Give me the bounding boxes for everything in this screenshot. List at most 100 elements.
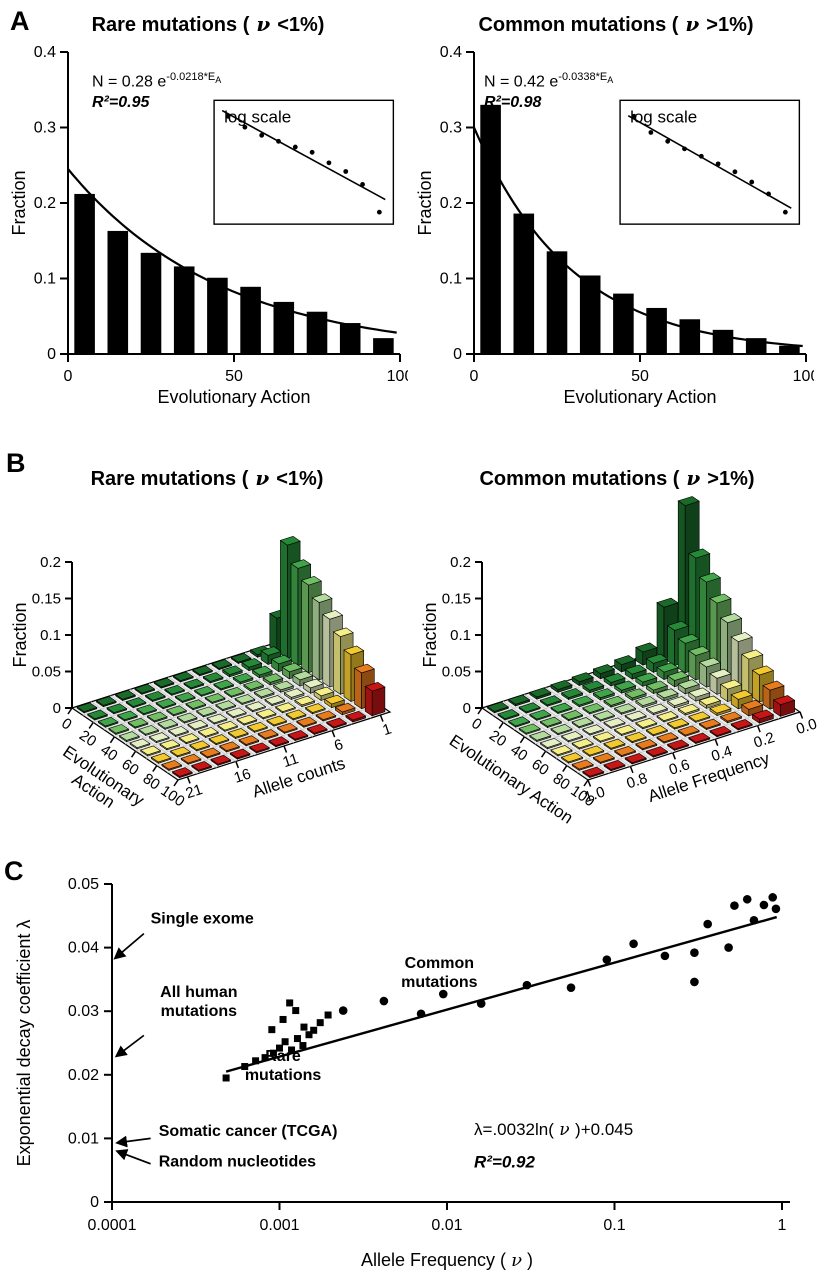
svg-text:0.03: 0.03 <box>68 1003 99 1020</box>
panel-b-rare-title: Rare mutations ( ν <1%) <box>2 466 412 496</box>
title-text: >1%) <box>706 14 754 36</box>
panel-a-rare-title: Rare mutations ( ν <1%) <box>8 12 408 42</box>
svg-text:0: 0 <box>47 346 56 363</box>
equation-base: N = 0.28 e <box>92 73 167 91</box>
common-histogram-chart: 0 0.1 0.2 0.3 0.4 0 50 100 Evolutionary Action Fr… <box>415 44 814 407</box>
svg-text:0.2: 0.2 <box>440 195 462 212</box>
svg-text:80: 80 <box>550 770 573 793</box>
exponent-text: -0.0338*E <box>558 71 608 83</box>
svg-text:Evolutionary Action: Evolutionary Action <box>157 387 310 407</box>
svg-text:Fraction: Fraction <box>9 170 29 235</box>
svg-text:Rare: Rare <box>265 1048 301 1065</box>
svg-text:1: 1 <box>778 1217 787 1234</box>
rare-fit-equation: N = 0.28 e-0.0218*EA R²=0.95 <box>92 70 221 114</box>
svg-text:0.2: 0.2 <box>34 195 56 212</box>
svg-text:0.05: 0.05 <box>32 664 61 681</box>
equation-line: N = 0.42 e-0.0338*EA <box>484 70 613 93</box>
svg-text:0: 0 <box>64 368 73 385</box>
svg-text:60: 60 <box>118 756 141 779</box>
svg-text:Common: Common <box>405 955 474 972</box>
panel-b-common-wrap: 0 0.05 0.1 0.15 0.2 Fraction 0 20 40 60 80 100 Evolu… <box>412 496 822 846</box>
title-text: Rare mutations ( <box>91 14 250 36</box>
decay-scatter-chart: 0 0.01 0.02 0.03 0.04 0.05 0.0001 0.001 0.01 0.1 1… <box>14 876 790 1271</box>
svg-text:Single exome: Single exome <box>151 910 254 927</box>
svg-text:50: 50 <box>225 368 243 385</box>
svg-text:0: 0 <box>470 368 479 385</box>
title-text: Rare mutations ( <box>90 468 249 490</box>
nu-symbol: ν <box>678 12 707 36</box>
svg-text:50: 50 <box>631 368 649 385</box>
panel-a-rare-block: Rare mutations ( ν <1%) 0 0.1 0.2 0.3 0.4 0 50… <box>8 12 408 410</box>
exponent-sub: A <box>607 75 614 86</box>
svg-text:Evolutionary Action: Evolutionary Action <box>563 387 716 407</box>
svg-text:Somatic cancer (TCGA): Somatic cancer (TCGA) <box>159 1123 338 1140</box>
svg-text:0.15: 0.15 <box>442 591 471 608</box>
svg-text:0.2: 0.2 <box>40 554 61 571</box>
nu-symbol: ν <box>248 466 277 490</box>
svg-text:Fraction: Fraction <box>415 170 435 235</box>
panel-b-common-block: Common mutations ( ν >1%) 0 0.05 0.1 0.15 0.… <box>412 466 822 846</box>
svg-text:0.001: 0.001 <box>259 1217 299 1234</box>
equation-line: N = 0.28 e-0.0218*EA <box>92 70 221 93</box>
svg-text:R²=0.92: R²=0.92 <box>474 1153 535 1172</box>
title-text: Common mutations ( <box>479 468 680 490</box>
svg-text:0.4: 0.4 <box>709 743 734 766</box>
svg-text:All human: All human <box>160 984 237 1001</box>
equation-r2: R²=0.95 <box>92 94 150 112</box>
panel-a-common-title: Common mutations ( ν >1%) <box>414 12 818 42</box>
svg-text:40: 40 <box>97 741 120 764</box>
svg-text:60: 60 <box>528 756 551 779</box>
svg-text:Exponential decay coefficient: Exponential decay coefficient λ <box>14 920 34 1167</box>
svg-text:0.04: 0.04 <box>68 940 99 957</box>
svg-text:Allele Frequency ( ν ): Allele Frequency ( ν ) <box>361 1250 533 1271</box>
nu-symbol: ν <box>679 466 708 490</box>
svg-text:100: 100 <box>793 368 814 385</box>
svg-text:log scale: log scale <box>630 107 697 126</box>
svg-text:0: 0 <box>53 700 61 717</box>
svg-text:0.0001: 0.0001 <box>88 1217 137 1234</box>
svg-text:40: 40 <box>507 741 530 764</box>
svg-text:80: 80 <box>140 770 163 793</box>
svg-text:0: 0 <box>453 346 462 363</box>
svg-text:6: 6 <box>332 736 345 755</box>
svg-text:0.02: 0.02 <box>68 1067 99 1084</box>
svg-text:100: 100 <box>387 368 408 385</box>
svg-text:16: 16 <box>232 765 253 786</box>
svg-text:0.3: 0.3 <box>34 120 56 137</box>
equation-base: N = 0.42 e <box>484 73 559 91</box>
exponent-text: -0.0218*E <box>166 71 216 83</box>
svg-text:log scale: log scale <box>224 107 291 126</box>
svg-text:0: 0 <box>58 715 74 734</box>
panel-a-common-wrap: 0 0.1 0.2 0.3 0.4 0 50 100 Evolutionary Action Fr… <box>414 42 818 410</box>
rare-3d-chart: 00.050.10.150.2Fraction020406080100Evolu… <box>10 535 394 812</box>
svg-text:0.4: 0.4 <box>34 44 56 61</box>
panel-c-wrap: 0 0.01 0.02 0.03 0.04 0.05 0.0001 0.001 0.01 0.1 1… <box>0 868 810 1280</box>
svg-text:0.2: 0.2 <box>450 554 471 571</box>
svg-text:0.3: 0.3 <box>440 120 462 137</box>
svg-text:0.05: 0.05 <box>68 876 99 893</box>
svg-text:mutations: mutations <box>245 1067 322 1084</box>
svg-text:Fraction: Fraction <box>420 602 440 667</box>
title-text: Common mutations ( <box>478 14 679 36</box>
svg-text:Fraction: Fraction <box>10 602 30 667</box>
panel-b-rare-wrap: 0 0.05 0.1 0.15 0.2 Fraction 0 20 40 60 80 100 Evolu… <box>2 496 412 846</box>
svg-text:0.01: 0.01 <box>431 1217 462 1234</box>
nu-symbol: ν <box>249 12 278 36</box>
exponent-sub: A <box>215 75 222 86</box>
panel-b-common-title: Common mutations ( ν >1%) <box>412 466 822 496</box>
svg-text:21: 21 <box>184 781 205 802</box>
svg-text:Random nucleotides: Random nucleotides <box>159 1153 316 1170</box>
equation-exponent: -0.0218*EA <box>166 71 222 86</box>
common-fit-equation: N = 0.42 e-0.0338*EA R²=0.98 <box>484 70 613 114</box>
svg-text:0.1: 0.1 <box>450 627 471 644</box>
svg-text:0.2: 0.2 <box>752 729 777 752</box>
panel-c-label: C <box>4 856 24 886</box>
svg-text:0.1: 0.1 <box>440 271 462 288</box>
panel-a-rare-wrap: 0 0.1 0.2 0.3 0.4 0 50 100 Evolutionary Action Fr… <box>8 42 408 410</box>
svg-text:20: 20 <box>76 727 99 750</box>
equation-r2: R²=0.98 <box>484 94 542 112</box>
svg-text:0.05: 0.05 <box>442 664 471 681</box>
panel-c-block: 0 0.01 0.02 0.03 0.04 0.05 0.0001 0.001 0.01 0.1 1… <box>0 868 810 1280</box>
title-text: <1%) <box>276 468 324 490</box>
svg-text:0.8: 0.8 <box>624 770 649 793</box>
